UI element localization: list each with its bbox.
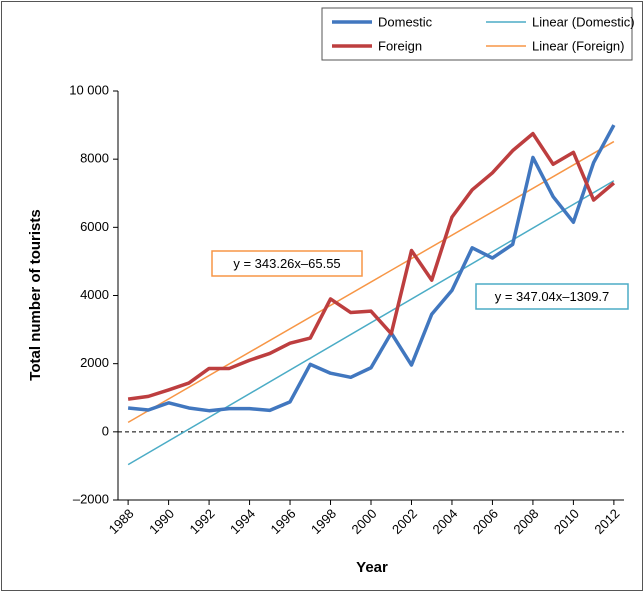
x-tick-label: 2010 xyxy=(551,506,582,537)
trend-line xyxy=(127,180,615,466)
data-line xyxy=(127,131,616,401)
x-tick-label: 2004 xyxy=(429,506,460,537)
x-tick-label: 1988 xyxy=(106,506,137,537)
x-tick-label: 1992 xyxy=(187,506,218,537)
x-tick-label: 2008 xyxy=(510,506,541,537)
legend-label: Foreign xyxy=(378,38,422,53)
legend-box xyxy=(321,7,633,61)
y-tick-label: 4000 xyxy=(80,287,109,302)
y-tick-label: 2000 xyxy=(80,355,109,370)
data-line xyxy=(127,124,616,413)
equation-box xyxy=(211,250,363,277)
x-tick-label: 2000 xyxy=(348,506,379,537)
y-tick-label: 8000 xyxy=(80,151,109,166)
trend-line xyxy=(127,140,615,424)
x-axis-title: Year xyxy=(356,559,388,576)
y-tick-label: 0 xyxy=(102,423,109,438)
legend-label: Linear (Foreign) xyxy=(532,38,625,53)
y-axis-title: Total number of tourists xyxy=(27,209,44,380)
x-tick-label: 2002 xyxy=(389,506,420,537)
equation-label: y = 347.04x–1309.7 xyxy=(495,289,610,304)
y-tick-label: 6000 xyxy=(80,219,109,234)
x-tick-label: 2012 xyxy=(591,506,622,537)
x-tick-label: 1996 xyxy=(268,506,299,537)
legend-label: Domestic xyxy=(378,14,433,29)
x-tick-label: 1998 xyxy=(308,506,339,537)
equation-box xyxy=(475,283,629,310)
x-tick-label: 1994 xyxy=(227,506,258,537)
x-tick-label: 2006 xyxy=(470,506,501,537)
y-tick-label: –2000 xyxy=(73,491,109,506)
y-tick-label: 10 000 xyxy=(69,82,109,97)
equation-label: y = 343.26x–65.55 xyxy=(233,256,340,271)
x-tick-label: 1990 xyxy=(146,506,177,537)
legend-label: Linear (Domestic) xyxy=(532,14,635,29)
